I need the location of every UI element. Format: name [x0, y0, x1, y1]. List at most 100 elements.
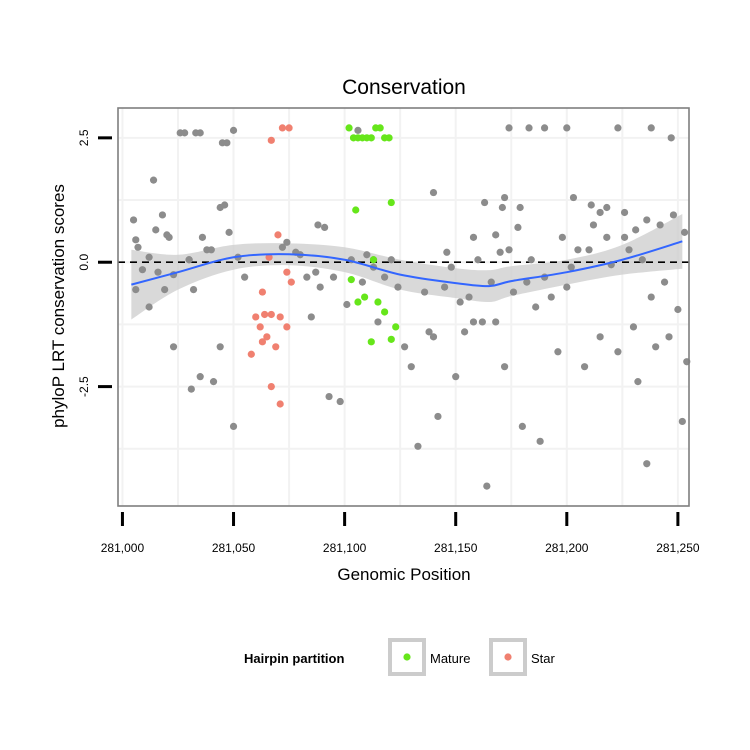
data-point-other — [229, 422, 238, 430]
data-point-other — [656, 221, 664, 229]
chart-title: Conservation — [342, 76, 466, 99]
y-axis-title: phyloP LRT conservation scores — [49, 184, 68, 428]
data-point-other — [421, 288, 429, 296]
confidence-band — [131, 213, 683, 320]
data-point-star — [263, 333, 271, 341]
data-point-other — [505, 246, 513, 254]
data-point-star — [283, 323, 291, 331]
data-point-other — [678, 417, 686, 426]
x-tick-label: 281,250 — [656, 541, 700, 555]
data-point-star — [283, 268, 291, 276]
data-point-other — [381, 273, 389, 281]
data-point-other — [567, 263, 575, 271]
data-point-other — [492, 231, 500, 239]
data-point-other — [198, 233, 207, 241]
data-point-other — [401, 343, 409, 351]
x-axis-title: Genomic Position — [337, 565, 470, 584]
data-point-other — [207, 246, 215, 254]
data-point-star — [247, 350, 255, 358]
data-point-mature — [387, 198, 395, 207]
data-point-other — [587, 201, 595, 209]
data-point-other — [620, 208, 629, 217]
y-tick-label: 2.5 — [77, 129, 91, 146]
data-point-other — [492, 318, 500, 326]
data-point-star — [265, 253, 273, 261]
data-point-star — [272, 343, 280, 351]
data-point-other — [452, 373, 460, 381]
data-point-mature — [345, 124, 353, 132]
data-point-other — [278, 243, 287, 251]
data-point-other — [189, 285, 198, 294]
data-point-other — [536, 437, 544, 445]
data-point-star — [261, 310, 269, 319]
data-point-other — [596, 208, 604, 217]
axes-layer: 281,000 281,050 281,100 281,150 281,200 281,2… — [77, 129, 700, 555]
data-point-other — [447, 263, 455, 271]
data-point-other — [465, 293, 473, 301]
data-point-other — [674, 305, 682, 314]
data-point-other — [514, 223, 522, 231]
data-point-other — [443, 248, 451, 256]
data-point-other — [518, 422, 526, 430]
data-point-other — [145, 303, 153, 311]
data-point-other — [547, 293, 555, 301]
data-point-other — [569, 193, 578, 202]
data-point-other — [209, 378, 218, 386]
data-point-other — [660, 278, 669, 286]
data-point-other — [181, 129, 189, 137]
data-point-star — [267, 136, 275, 144]
data-point-other — [407, 363, 415, 371]
data-point-other — [196, 129, 204, 137]
data-point-other — [456, 298, 464, 306]
data-point-mature — [385, 134, 393, 142]
data-point-star — [267, 310, 275, 319]
data-point-star — [256, 323, 264, 331]
data-point-other — [394, 283, 402, 291]
y-tick-label: 0.0 — [77, 254, 91, 271]
data-point-other — [363, 251, 371, 259]
data-point-other — [414, 442, 422, 450]
data-point-other — [441, 283, 449, 291]
data-point-other — [647, 293, 655, 301]
data-point-other — [496, 248, 504, 256]
y-tick-label: -2.5 — [77, 376, 91, 397]
legend-item-mature: Mature — [388, 638, 470, 676]
data-point-other — [336, 397, 344, 406]
data-point-other — [321, 223, 329, 231]
data-point-other — [429, 188, 438, 197]
data-point-other — [487, 278, 495, 286]
data-point-other — [625, 246, 633, 254]
legend-label-mature: Mature — [430, 651, 470, 666]
data-point-other — [132, 236, 140, 244]
data-point-star — [287, 278, 295, 286]
data-point-mature — [369, 256, 378, 264]
data-point-mature — [381, 308, 389, 316]
data-point-mature — [376, 124, 384, 132]
x-tick-label: 281,000 — [101, 541, 145, 555]
data-point-other — [614, 124, 622, 132]
data-point-mature — [387, 335, 395, 343]
data-point-star — [278, 124, 287, 132]
legend-label-star: Star — [531, 651, 556, 666]
data-point-other — [429, 333, 438, 341]
data-points — [129, 124, 691, 490]
data-point-other — [574, 246, 582, 254]
data-point-star — [267, 383, 275, 391]
data-point-other — [509, 288, 518, 296]
data-point-other — [680, 228, 689, 236]
data-point-other — [638, 256, 646, 264]
x-tick-label: 281,050 — [212, 541, 256, 555]
x-tick-label: 281,100 — [323, 541, 367, 555]
data-point-mature — [354, 298, 362, 306]
data-point-other — [149, 176, 158, 184]
data-point-other — [283, 238, 291, 246]
data-point-other — [196, 373, 204, 381]
data-point-other — [589, 221, 598, 229]
data-point-other — [152, 226, 160, 234]
data-point-other — [460, 328, 469, 336]
panel-border — [117, 107, 690, 507]
data-point-star — [276, 313, 284, 321]
data-point-mature — [352, 206, 360, 214]
